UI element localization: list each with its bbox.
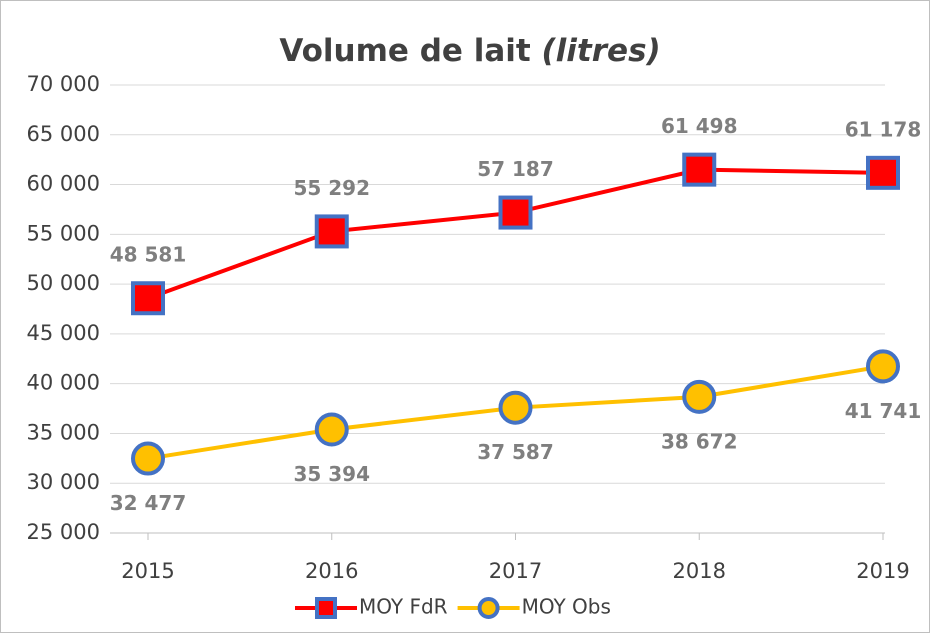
data-label: 37 587 xyxy=(477,440,554,464)
y-tick-label: 25 000 xyxy=(27,520,100,544)
data-point xyxy=(498,195,533,230)
data-label: 57 187 xyxy=(477,157,554,181)
y-tick-label: 50 000 xyxy=(27,271,100,295)
data-label: 61 178 xyxy=(845,117,922,141)
data-label: 32 477 xyxy=(110,491,187,515)
data-label: 41 741 xyxy=(845,399,922,423)
legend: MOY FdR MOY Obs xyxy=(295,595,611,619)
legend-marker xyxy=(315,597,337,619)
data-label: 48 581 xyxy=(110,243,187,267)
legend-marker xyxy=(477,597,500,619)
data-point xyxy=(682,379,717,414)
chart-title: Volume de lait (litres) xyxy=(279,33,660,69)
data-label: 35 394 xyxy=(293,462,370,486)
data-label: 55 292 xyxy=(293,176,370,200)
x-tick-label: 2016 xyxy=(305,559,358,583)
y-tick-label: 55 000 xyxy=(27,221,100,245)
x-tick-label: 2015 xyxy=(121,559,174,583)
y-tick-label: 45 000 xyxy=(27,321,100,345)
x-tick-label: 2017 xyxy=(489,559,542,583)
data-point xyxy=(314,214,349,249)
data-point xyxy=(866,349,900,384)
y-tick-label: 60 000 xyxy=(27,172,100,196)
y-tick-label: 35 000 xyxy=(27,420,100,444)
data-point xyxy=(682,152,717,187)
y-tick-label: 65 000 xyxy=(27,122,100,146)
title-main: Volume de lait xyxy=(279,33,531,69)
data-point xyxy=(866,155,900,190)
data-point xyxy=(314,412,349,447)
x-tick-label: 2019 xyxy=(856,559,909,583)
data-point xyxy=(131,441,165,476)
y-tick-label: 30 000 xyxy=(27,470,100,494)
x-tick-label: 2018 xyxy=(673,559,726,583)
data-point xyxy=(131,281,165,316)
data-point xyxy=(498,390,533,425)
title-unit: (litres) xyxy=(542,33,661,69)
legend-label: MOY FdR xyxy=(359,595,448,619)
y-tick-label: 70 000 xyxy=(27,72,100,96)
y-tick-label: 40 000 xyxy=(27,371,100,395)
data-label: 38 672 xyxy=(661,429,738,453)
legend-label: MOY Obs xyxy=(522,595,611,619)
data-label: 61 498 xyxy=(661,114,738,138)
